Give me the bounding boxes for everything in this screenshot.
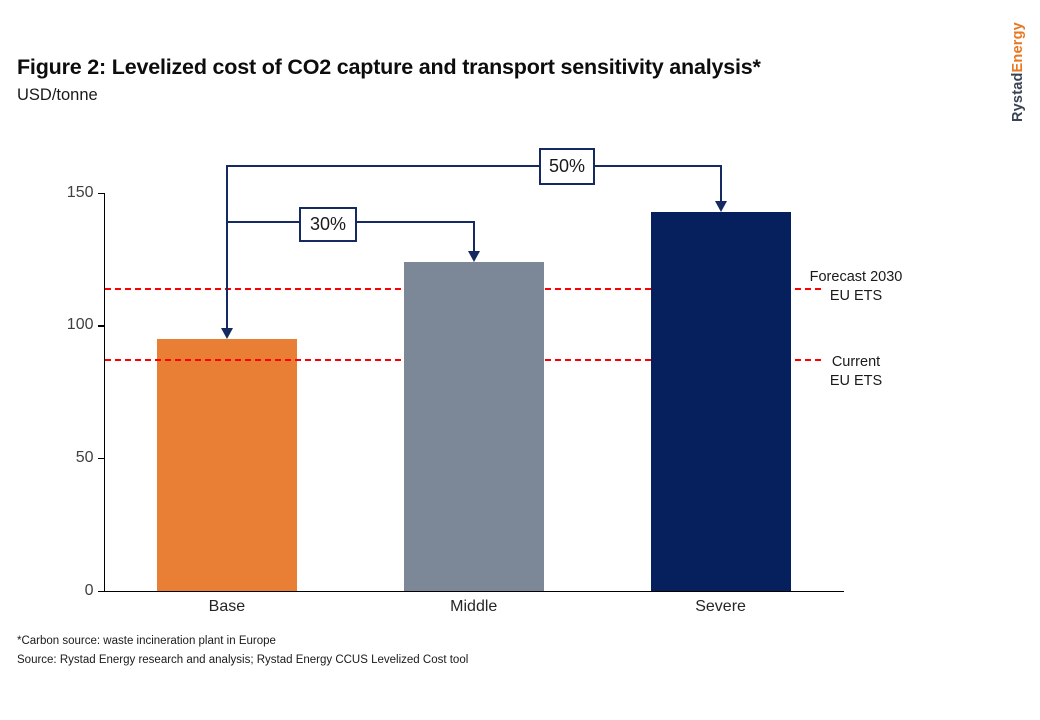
y-tick-mark [97,192,104,194]
y-tick-label: 0 [84,581,94,599]
y-tick-label: 150 [66,183,94,201]
annotation-50%-target-line [719,166,722,203]
bar-severe [650,211,791,591]
footnote-carbon-source: *Carbon source: waste incineration plant… [17,635,276,647]
reference-label-line1: Forecast 2030 [809,269,903,286]
y-tick-mark [97,457,104,460]
reference-label-line1: Current [831,353,881,370]
reference-label-line2: EU ETS [829,288,883,305]
reference-label-line2: EU ETS [829,372,883,389]
reference-label-forecast-2030: Forecast 2030 EU ETS [796,268,916,306]
annotation-box-50%: 50% [539,148,595,185]
y-tick-mark [97,590,104,592]
annotation-30%-target-line [472,222,475,253]
figure-title: Figure 2: Levelized cost of CO2 capture … [17,55,761,79]
reference-label-current: Current EU ETS [796,353,916,391]
footnotes: *Carbon source: waste incineration plant… [17,632,468,669]
annotation-50%-target-arrowhead [714,200,727,212]
bar-base [156,338,297,591]
y-tick-label: 50 [75,448,94,466]
y-axis [103,193,105,591]
footnote-source: Source: Rystad Energy research and analy… [17,653,469,666]
annotation-base-line [225,166,228,330]
category-label-severe: Severe [695,598,746,615]
annotation-base-arrowhead [220,327,233,339]
annotation-50%-hline [225,165,722,167]
annotation-box-30%: 30% [299,206,357,242]
category-label-base: Base [208,598,246,615]
y-tick-mark [97,325,104,327]
figure-unit-label: USD/tonne [17,86,98,104]
annotation-30%-target-arrowhead [467,250,480,262]
y-tick-label: 100 [66,316,94,334]
category-label-middle: Middle [450,598,498,615]
bar-middle [403,261,544,591]
x-axis [102,590,844,592]
